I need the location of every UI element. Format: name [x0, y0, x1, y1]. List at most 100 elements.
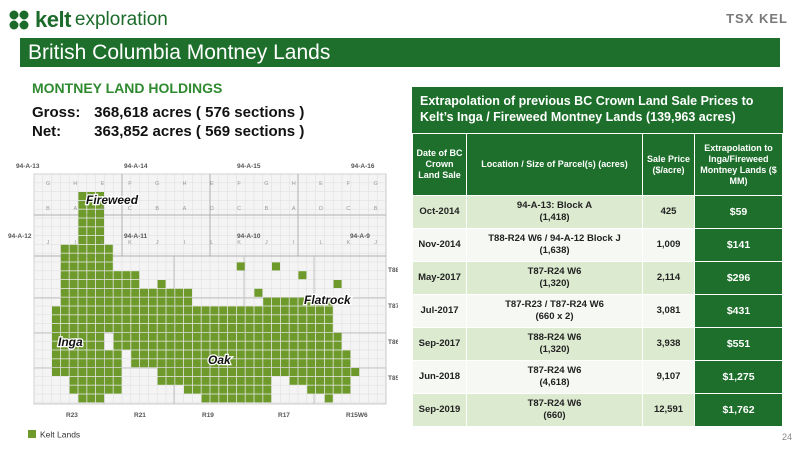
table-row: May-2017 T87-R24 W6 (1,320) 2,114 $296: [412, 261, 783, 295]
kelt-land-cell: [131, 280, 140, 288]
kelt-land-cell: [201, 385, 210, 394]
legend-swatch: [28, 430, 36, 438]
net-value: 363,852 acres ( 569 sections ): [94, 123, 305, 140]
kelt-land-cell: [316, 306, 324, 315]
kelt-land-cell: [280, 368, 289, 376]
kelt-land-cell: [219, 359, 228, 368]
kelt-land-cell: [122, 306, 131, 315]
kelt-land-cell: [201, 368, 210, 376]
kelt-land-cell: [245, 315, 254, 324]
cell-price: 425: [642, 195, 695, 229]
range-label: R19: [202, 412, 214, 419]
kelt-land-cell: [113, 280, 122, 288]
kelt-land-cell: [254, 359, 263, 368]
cell-location-name: T88-R24 W6 / 94-A-12 Block J: [488, 233, 621, 244]
block-letter: E: [319, 181, 323, 187]
kelt-land-cell: [245, 368, 254, 376]
sheet-label: 94-A-11: [124, 233, 148, 240]
kelt-land-cell: [69, 385, 78, 394]
cell-location: T88-R24 W6 (1,320): [466, 327, 643, 361]
kelt-land-cell: [69, 253, 78, 262]
kelt-land-cell: [96, 200, 104, 209]
kelt-land-cell: [298, 306, 307, 315]
kelt-land-cell: [104, 288, 113, 297]
cell-location: 94-A-13: Block A (1,418): [466, 195, 643, 229]
kelt-land-cell: [78, 200, 87, 209]
kelt-land-cell: [263, 394, 272, 403]
kelt-land-cell: [96, 236, 104, 244]
kelt-land-cell: [87, 368, 96, 376]
cell-extrapolation: $1,275: [694, 360, 783, 394]
page-number: 24: [781, 432, 792, 442]
kelt-land-cell: [87, 376, 96, 385]
block-letter: L: [210, 240, 213, 246]
kelt-land-cell: [96, 394, 104, 403]
cell-location-name: T87-R24 W6: [527, 365, 582, 376]
kelt-land-cell: [342, 350, 351, 359]
kelt-land-cell: [228, 324, 236, 332]
kelt-land-cell: [175, 368, 184, 376]
kelt-land-cell: [104, 280, 113, 288]
block-letter: F: [347, 181, 351, 187]
kelt-land-cell: [228, 306, 236, 315]
block-letter: A: [183, 206, 187, 212]
kelt-land-cell: [289, 368, 298, 376]
cell-date: Sep-2017: [412, 327, 467, 361]
kelt-land-cell: [78, 244, 87, 253]
kelt-land-cell: [157, 280, 166, 288]
kelt-land-cell: [131, 350, 140, 359]
kelt-land-cell: [236, 262, 245, 271]
cell-location-size: (660 x 2): [535, 311, 574, 322]
kelt-land-cell: [324, 297, 333, 306]
kelt-land-cell: [113, 332, 122, 341]
kelt-land-cell: [245, 306, 254, 315]
kelt-land-cell: [122, 280, 131, 288]
kelt-land-cell: [236, 368, 245, 376]
kelt-land-cell: [324, 332, 333, 341]
kelt-land-cell: [104, 306, 113, 315]
kelt-land-cell: [228, 376, 236, 385]
block-letter: G: [46, 181, 50, 187]
kelt-land-cell: [219, 350, 228, 359]
kelt-land-cell: [192, 368, 201, 376]
kelt-land-cell: [157, 359, 166, 368]
kelt-land-cell: [87, 288, 96, 297]
kelt-land-cell: [87, 297, 96, 306]
kelt-land-cell: [166, 288, 175, 297]
kelt-land-cell: [192, 376, 201, 385]
block-letter: J: [47, 240, 50, 246]
kelt-land-cell: [219, 306, 228, 315]
col-extrapolation: Extrapolation to Inga/Fireweed Montney L…: [694, 133, 783, 196]
kelt-land-cell: [78, 306, 87, 315]
sheet-label: 94-A-16: [351, 163, 375, 170]
kelt-land-cell: [307, 385, 316, 394]
kelt-land-cell: [78, 368, 87, 376]
kelt-land-cell: [166, 359, 175, 368]
kelt-land-cell: [175, 315, 184, 324]
kelt-land-cell: [96, 306, 104, 315]
kelt-land-cell: [280, 324, 289, 332]
gross-value: 368,618 acres ( 576 sections ): [94, 104, 305, 121]
legend-label: Kelt Lands: [40, 430, 80, 440]
kelt-land-cell: [131, 306, 140, 315]
kelt-land-cell: [175, 332, 184, 341]
block-letter: C: [128, 206, 132, 212]
kelt-land-cell: [166, 297, 175, 306]
table-row: Sep-2017 T88-R24 W6 (1,320) 3,938 $551: [412, 327, 783, 361]
kelt-land-cell: [280, 359, 289, 368]
cell-location-size: (1,320): [539, 344, 570, 355]
kelt-land-cell: [210, 324, 219, 332]
kelt-land-cell: [263, 332, 272, 341]
block-letter: I: [184, 240, 186, 246]
block-letter: I: [75, 240, 77, 246]
kelt-land-cell: [307, 368, 316, 376]
sheet-label: 94-A-10: [237, 233, 261, 240]
kelt-land-cell: [96, 341, 104, 350]
kelt-land-cell: [228, 341, 236, 350]
kelt-land-cell: [78, 359, 87, 368]
cell-date: May-2017: [412, 261, 467, 295]
kelt-land-cell: [201, 332, 210, 341]
kelt-land-cell: [333, 350, 342, 359]
cell-location-name: T88-R24 W6: [527, 332, 582, 343]
